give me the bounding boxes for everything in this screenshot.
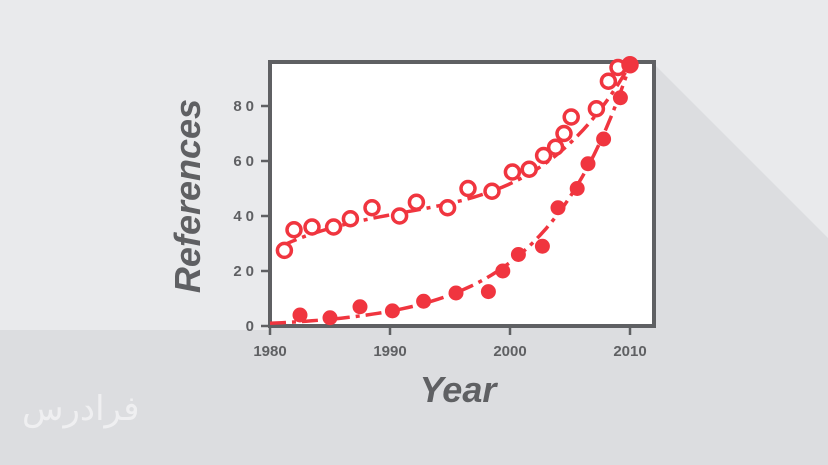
- x-tick-label: 1980: [253, 343, 286, 360]
- filled-data-point: [596, 131, 612, 147]
- x-axis-ticks: 1980 1990 2000 2010: [253, 326, 647, 360]
- open-data-point: [599, 72, 618, 90]
- open-data-point: [503, 163, 522, 181]
- y-tick-label: 40: [233, 208, 258, 225]
- open-data-point: [341, 210, 360, 228]
- y-tick-label: 80: [233, 98, 258, 115]
- y-axis-label: References: [167, 99, 208, 293]
- open-data-point: [303, 218, 321, 236]
- open-data-point: [363, 199, 381, 217]
- open-data-point: [546, 138, 565, 156]
- x-tick-label: 1990: [373, 343, 406, 360]
- open-data-point: [555, 124, 573, 143]
- x-tick-label: 2010: [613, 343, 646, 360]
- y-tick-label: 0: [246, 318, 258, 335]
- open-data-point: [438, 199, 457, 217]
- filled-data-point: [534, 238, 550, 254]
- filled-data-point: [580, 156, 596, 172]
- x-tick-label: 2000: [493, 343, 526, 360]
- filled-data-point: [480, 284, 496, 300]
- open-data-point: [483, 182, 501, 200]
- y-axis-ticks: 0 20 40 60 80: [233, 98, 270, 335]
- filled-data-point: [416, 293, 432, 309]
- open-data-point: [534, 146, 553, 165]
- data-points: [275, 56, 639, 326]
- x-axis-label: Year: [420, 369, 499, 410]
- filled-data-point: [612, 90, 628, 106]
- filled-data-point: [622, 57, 638, 73]
- open-data-point: [324, 218, 343, 236]
- y-tick-label: 60: [233, 153, 258, 170]
- open-data-point: [520, 160, 538, 178]
- filled-data-point: [352, 299, 368, 315]
- filled-data-point: [448, 285, 464, 301]
- fit-line-1: [281, 63, 632, 248]
- y-tick-label: 20: [233, 263, 258, 280]
- open-data-point: [285, 221, 303, 239]
- filled-data-point: [384, 303, 400, 319]
- open-data-point: [390, 207, 409, 225]
- filled-data-point: [510, 247, 526, 262]
- open-data-point: [562, 108, 580, 126]
- open-data-point: [275, 241, 294, 260]
- open-data-point: [407, 193, 426, 211]
- filled-data-point: [322, 310, 338, 326]
- filled-data-point: [292, 307, 308, 323]
- filled-data-point: [569, 181, 585, 196]
- filled-data-point: [495, 263, 511, 279]
- watermark-logo: فرادرس: [22, 389, 140, 429]
- open-data-point: [587, 100, 606, 118]
- filled-data-point: [550, 200, 566, 216]
- open-data-point: [459, 179, 477, 198]
